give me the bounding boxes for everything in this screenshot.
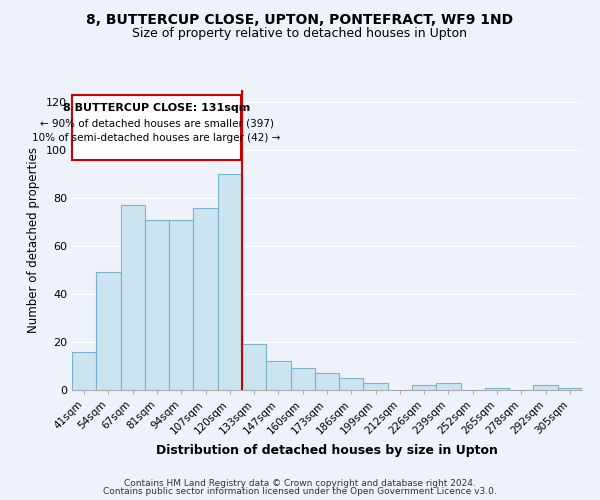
- Bar: [315, 373, 339, 390]
- FancyBboxPatch shape: [72, 95, 241, 160]
- Bar: [558, 388, 582, 390]
- Y-axis label: Number of detached properties: Number of detached properties: [28, 147, 40, 333]
- Text: Size of property relative to detached houses in Upton: Size of property relative to detached ho…: [133, 28, 467, 40]
- Text: Contains HM Land Registry data © Crown copyright and database right 2024.: Contains HM Land Registry data © Crown c…: [124, 478, 476, 488]
- Bar: [412, 385, 436, 390]
- Text: ← 90% of detached houses are smaller (397): ← 90% of detached houses are smaller (39…: [40, 119, 274, 129]
- Bar: [72, 352, 96, 390]
- Bar: [218, 174, 242, 390]
- Text: 10% of semi-detached houses are larger (42) →: 10% of semi-detached houses are larger (…: [32, 133, 281, 143]
- Bar: [193, 208, 218, 390]
- Text: 8 BUTTERCUP CLOSE: 131sqm: 8 BUTTERCUP CLOSE: 131sqm: [63, 103, 250, 113]
- Bar: [339, 378, 364, 390]
- Bar: [364, 383, 388, 390]
- Bar: [242, 344, 266, 390]
- Text: Contains public sector information licensed under the Open Government Licence v3: Contains public sector information licen…: [103, 487, 497, 496]
- Bar: [485, 388, 509, 390]
- Bar: [436, 383, 461, 390]
- Bar: [290, 368, 315, 390]
- X-axis label: Distribution of detached houses by size in Upton: Distribution of detached houses by size …: [156, 444, 498, 457]
- Bar: [533, 385, 558, 390]
- Bar: [121, 205, 145, 390]
- Bar: [169, 220, 193, 390]
- Bar: [145, 220, 169, 390]
- Bar: [96, 272, 121, 390]
- Text: 8, BUTTERCUP CLOSE, UPTON, PONTEFRACT, WF9 1ND: 8, BUTTERCUP CLOSE, UPTON, PONTEFRACT, W…: [86, 12, 514, 26]
- Bar: [266, 361, 290, 390]
